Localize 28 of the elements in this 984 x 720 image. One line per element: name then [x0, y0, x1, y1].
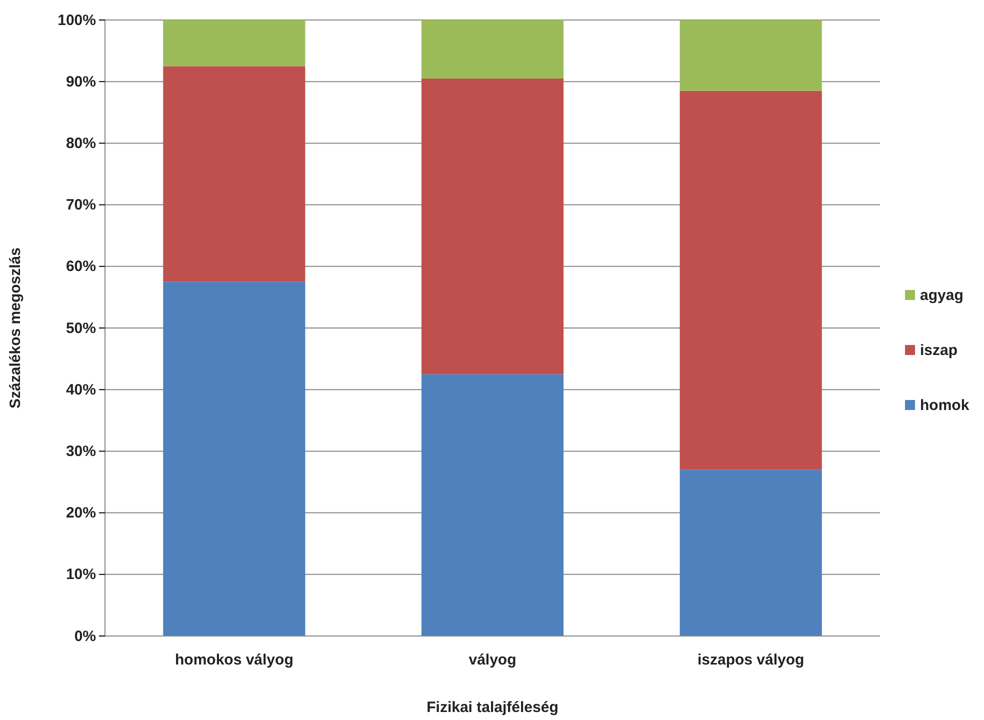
y-tick-label: 40% — [66, 381, 96, 398]
bar — [680, 90, 822, 470]
bar — [163, 282, 306, 636]
legend-label: agyag — [920, 287, 964, 304]
y-tick-label: 70% — [66, 196, 96, 214]
y-tick-label: 20% — [66, 504, 96, 522]
x-tick-label: vályog — [468, 652, 516, 669]
y-tick-label: 80% — [66, 135, 96, 152]
bar — [680, 20, 822, 91]
x-tick-label: iszapos vályog — [697, 652, 804, 669]
y-tick-label: 90% — [66, 73, 96, 90]
bar — [163, 66, 306, 282]
y-tick-label: 50% — [66, 320, 96, 337]
bar — [163, 20, 306, 66]
bar — [680, 470, 822, 636]
y-tick-label: 60% — [66, 258, 96, 276]
y-tick-label: 10% — [66, 566, 96, 584]
bar — [421, 374, 564, 636]
bar — [421, 78, 564, 374]
legend-label: iszap — [920, 342, 958, 359]
y-tick-label: 100% — [58, 12, 96, 29]
y-tick-label: 30% — [66, 443, 96, 460]
y-axis-title: Százalékos megoszlás — [7, 248, 24, 408]
x-axis-title: Fizikai talajféleség — [426, 699, 558, 716]
legend-label: homok — [920, 397, 970, 414]
x-tick-label: homokos vályog — [174, 652, 294, 669]
y-tick-label: 0% — [74, 628, 96, 645]
bar — [421, 20, 564, 79]
